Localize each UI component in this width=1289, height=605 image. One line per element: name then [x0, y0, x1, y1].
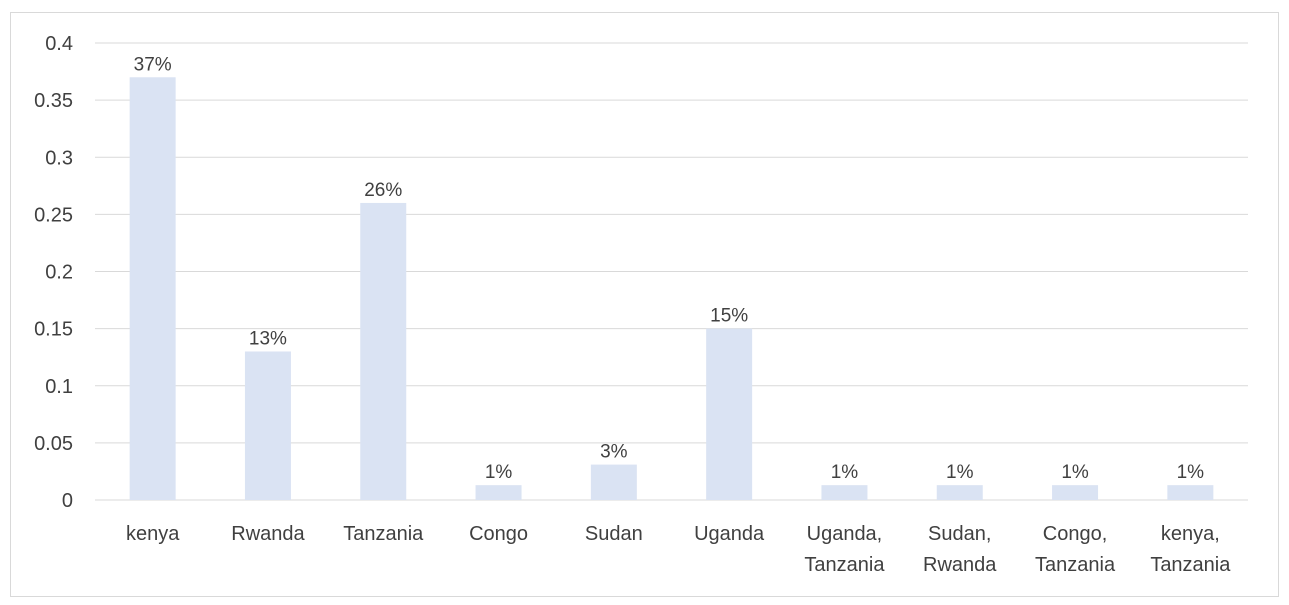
- y-tick-label: 0.35: [34, 90, 73, 112]
- category-label-line: Tanzania: [1150, 554, 1231, 576]
- category-label-line: kenya,: [1161, 523, 1220, 545]
- category-label-line: Tanzania: [1035, 554, 1116, 576]
- y-axis-tick-labels: 0 0.05 0.1 0.15 0.2 0.25 0.3 0.35 0.4: [34, 33, 73, 512]
- bar: [1052, 485, 1099, 500]
- bar: [475, 485, 522, 500]
- bar: [244, 351, 291, 500]
- bar: [936, 485, 983, 500]
- data-label: 26%: [364, 180, 402, 201]
- y-tick-label: 0.2: [45, 262, 73, 284]
- category-label-line: kenya: [126, 523, 180, 545]
- category-label-line: Rwanda: [923, 554, 997, 576]
- category-label: Congo: [469, 523, 528, 545]
- data-label: 1%: [1177, 462, 1205, 483]
- category-label-line: Tanzania: [343, 523, 424, 545]
- category-label: Sudan: [585, 523, 643, 545]
- category-label-line: Tanzania: [804, 554, 885, 576]
- y-tick-label: 0.4: [45, 33, 73, 55]
- data-label: 1%: [946, 462, 974, 483]
- category-label: Sudan, Rwanda: [923, 523, 997, 576]
- x-axis-category-labels: kenya Rwanda Tanzania Congo Sudan Uganda Ugand…: [126, 523, 1231, 576]
- category-label-line: Congo,: [1043, 523, 1108, 545]
- category-label: Rwanda: [231, 523, 305, 545]
- category-label-line: Congo: [469, 523, 528, 545]
- bars: [129, 77, 1214, 501]
- data-label: 1%: [831, 462, 859, 483]
- data-label: 1%: [1061, 462, 1089, 483]
- category-label-line: Uganda: [694, 523, 765, 545]
- data-labels: 37% 13% 26% 1% 3% 15% 1% 1% 1% 1%: [134, 54, 1205, 483]
- y-tick-label: 0.3: [45, 147, 73, 169]
- category-label: kenya, Tanzania: [1150, 523, 1231, 576]
- y-tick-label: 0.15: [34, 319, 73, 341]
- data-label: 15%: [710, 306, 748, 327]
- bar: [360, 202, 407, 500]
- bar: [821, 485, 868, 500]
- bar: [706, 328, 753, 500]
- data-label: 37%: [134, 54, 172, 75]
- y-tick-label: 0.25: [34, 204, 73, 226]
- category-label: Congo, Tanzania: [1035, 523, 1116, 576]
- y-tick-label: 0.1: [45, 376, 73, 398]
- category-label-line: Uganda,: [807, 523, 883, 545]
- bar: [590, 464, 637, 500]
- y-tick-label: 0.05: [34, 433, 73, 455]
- category-label-line: Sudan,: [928, 523, 991, 545]
- data-label: 3%: [600, 442, 628, 463]
- category-label: Uganda, Tanzania: [804, 523, 885, 576]
- bar: [129, 77, 176, 501]
- category-label: Uganda: [694, 523, 765, 545]
- data-label: 13%: [249, 328, 287, 349]
- category-label: Tanzania: [343, 523, 424, 545]
- y-tick-label: 0: [62, 490, 73, 512]
- category-label-line: Sudan: [585, 523, 643, 545]
- category-label: kenya: [126, 523, 180, 545]
- category-label-line: Rwanda: [231, 523, 305, 545]
- data-label: 1%: [485, 462, 513, 483]
- bar: [1167, 485, 1214, 500]
